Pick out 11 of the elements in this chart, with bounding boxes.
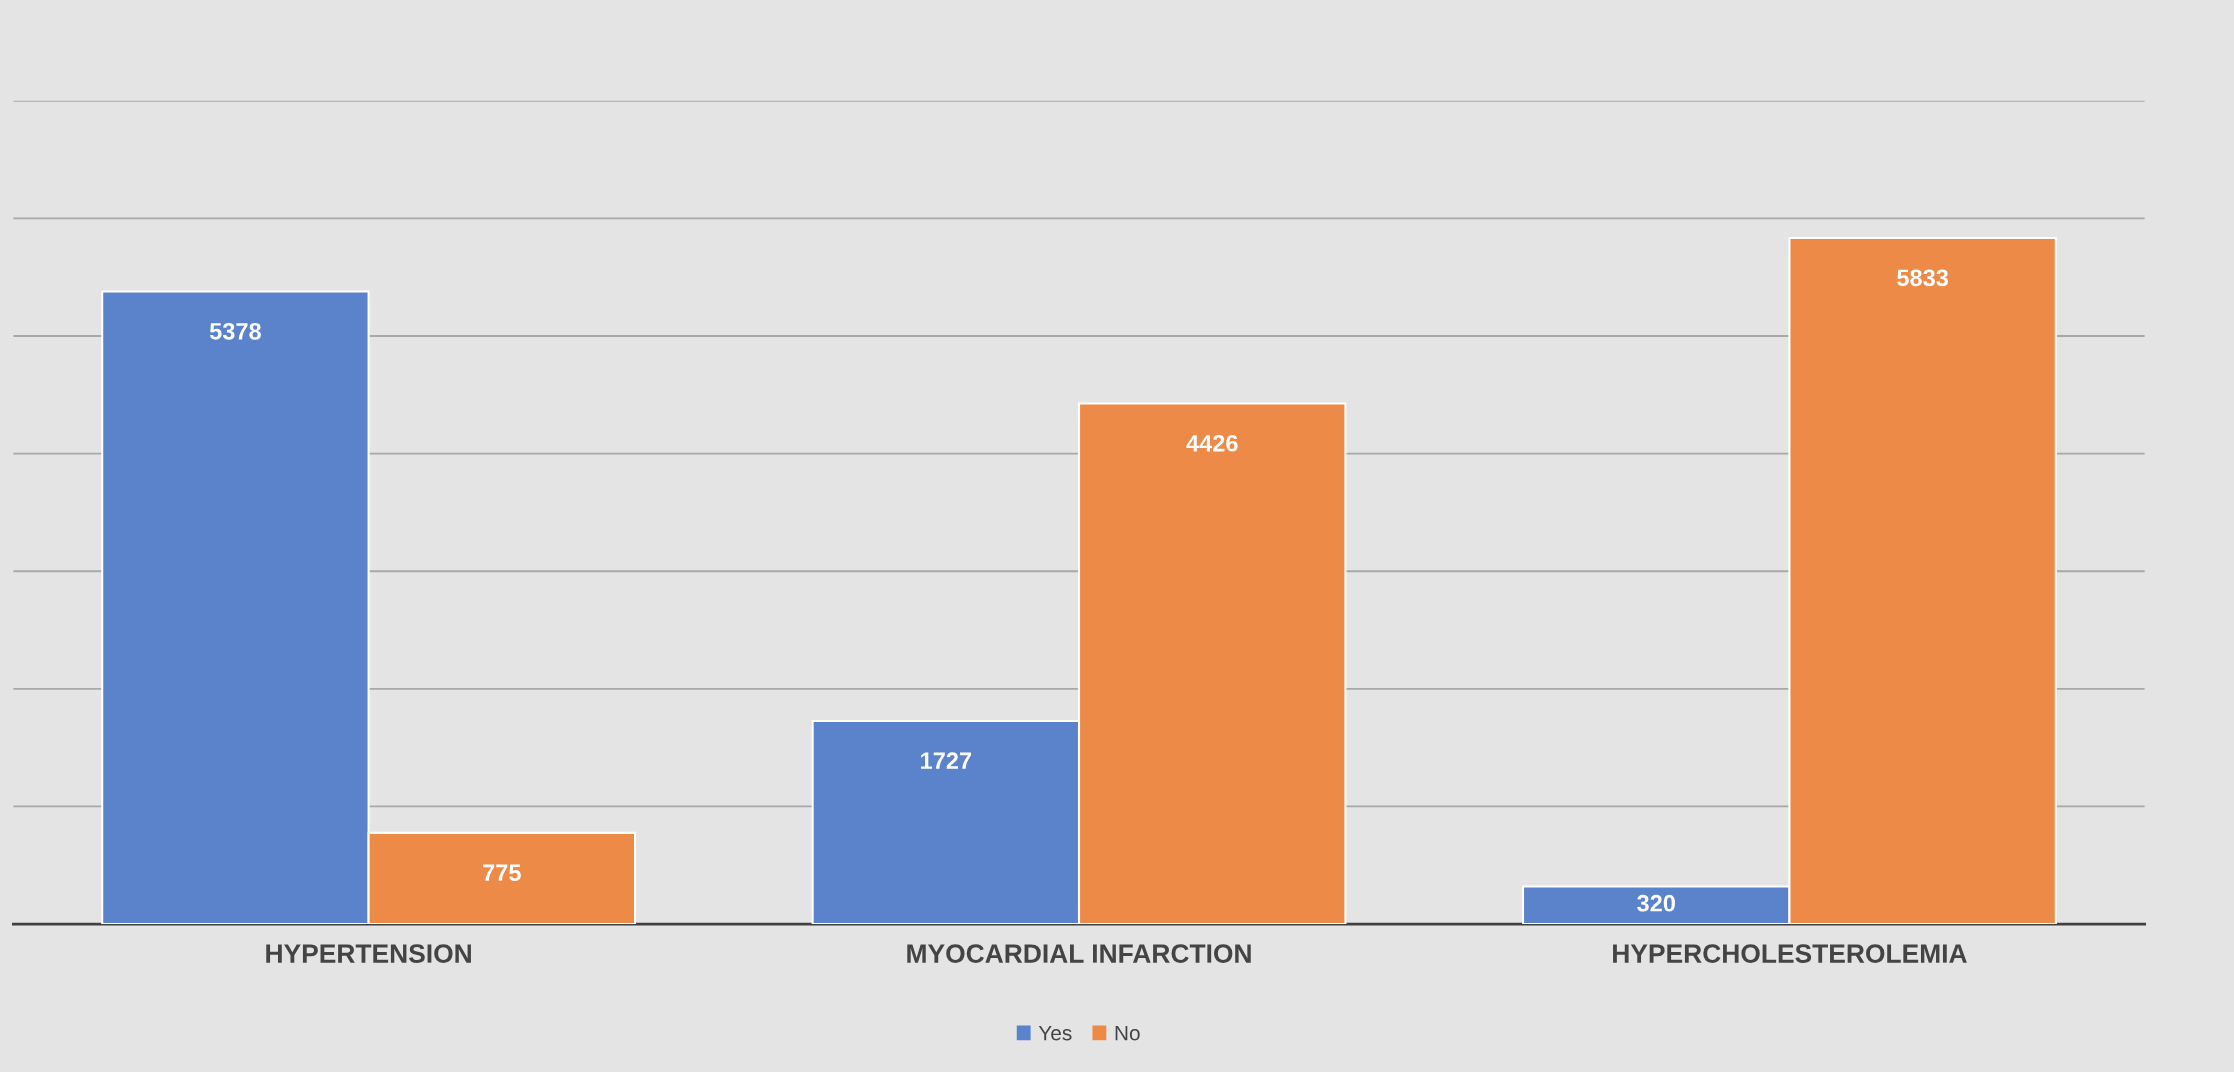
- legend-label: No: [1115, 1025, 1140, 1041]
- x-tick-label: HYPERTENSION: [266, 944, 471, 963]
- x-tick-label: MYOCARDIAL INFARCTION: [907, 944, 1251, 963]
- data-label: 5378: [209, 322, 261, 340]
- x-tick-label: HYPERCHOLESTEROLEMIA: [1613, 944, 1967, 963]
- data-label: 320: [1637, 894, 1675, 912]
- data-label: 775: [483, 864, 521, 882]
- data-label: 1727: [921, 752, 972, 769]
- data-label: 4426: [1186, 434, 1238, 452]
- data-label: 5833: [1897, 269, 1949, 287]
- legend-label: Yes: [1038, 1025, 1072, 1041]
